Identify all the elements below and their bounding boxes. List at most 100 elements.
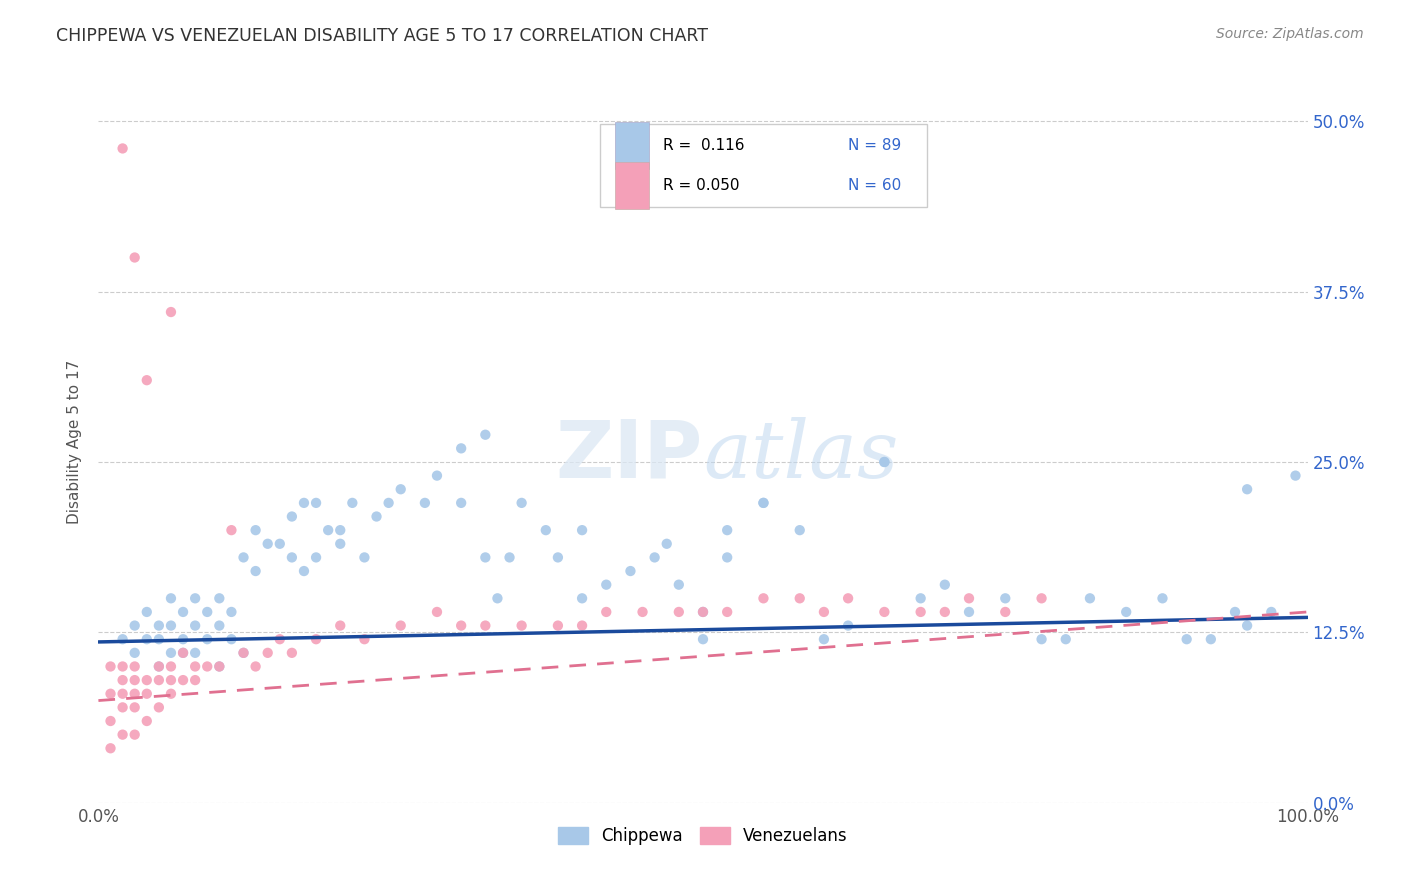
- Text: R = 0.050: R = 0.050: [664, 178, 740, 193]
- Point: [450, 618, 472, 632]
- Point: [426, 605, 449, 619]
- Point: [256, 646, 278, 660]
- Point: [547, 550, 569, 565]
- Text: ZIP: ZIP: [555, 417, 703, 495]
- Point: [837, 618, 859, 632]
- Point: [135, 714, 157, 728]
- Point: [789, 591, 811, 606]
- Point: [474, 618, 496, 632]
- Point: [148, 632, 170, 647]
- Point: [1031, 632, 1053, 647]
- Point: [195, 605, 218, 619]
- Point: [281, 646, 304, 660]
- Text: R =  0.116: R = 0.116: [664, 137, 745, 153]
- Point: [208, 591, 231, 606]
- Point: [245, 523, 267, 537]
- Point: [232, 646, 254, 660]
- Point: [148, 659, 170, 673]
- Point: [292, 564, 315, 578]
- Point: [534, 523, 557, 537]
- Point: [184, 659, 207, 673]
- Point: [789, 523, 811, 537]
- Point: [172, 605, 194, 619]
- Point: [1260, 605, 1282, 619]
- Point: [752, 591, 775, 606]
- Point: [124, 673, 146, 687]
- Point: [837, 591, 859, 606]
- Point: [934, 577, 956, 591]
- Point: [232, 646, 254, 660]
- Point: [100, 687, 122, 701]
- Point: [148, 673, 170, 687]
- Y-axis label: Disability Age 5 to 17: Disability Age 5 to 17: [67, 359, 83, 524]
- Point: [135, 373, 157, 387]
- Point: [124, 646, 146, 660]
- Point: [486, 591, 509, 606]
- Point: [644, 550, 666, 565]
- Point: [124, 618, 146, 632]
- Point: [292, 496, 315, 510]
- Point: [184, 618, 207, 632]
- Point: [172, 632, 194, 647]
- Point: [413, 496, 436, 510]
- Point: [100, 714, 122, 728]
- Point: [377, 496, 399, 510]
- Point: [184, 591, 207, 606]
- Point: [353, 550, 375, 565]
- Point: [910, 605, 932, 619]
- Point: [692, 632, 714, 647]
- Point: [135, 605, 157, 619]
- Point: [135, 687, 157, 701]
- Point: [195, 632, 218, 647]
- Point: [160, 673, 183, 687]
- Point: [100, 659, 122, 673]
- Point: [172, 673, 194, 687]
- Point: [498, 550, 520, 565]
- Point: [172, 646, 194, 660]
- Point: [631, 605, 654, 619]
- Point: [135, 632, 157, 647]
- Point: [281, 509, 304, 524]
- Point: [1078, 591, 1101, 606]
- Point: [957, 605, 980, 619]
- Point: [474, 427, 496, 442]
- Point: [813, 605, 835, 619]
- Point: [160, 591, 183, 606]
- Point: [329, 523, 352, 537]
- Point: [571, 591, 593, 606]
- Point: [111, 728, 134, 742]
- Point: [450, 442, 472, 456]
- Point: [329, 618, 352, 632]
- Point: [342, 496, 364, 510]
- Point: [221, 523, 243, 537]
- Text: CHIPPEWA VS VENEZUELAN DISABILITY AGE 5 TO 17 CORRELATION CHART: CHIPPEWA VS VENEZUELAN DISABILITY AGE 5 …: [56, 27, 709, 45]
- Point: [111, 659, 134, 673]
- Point: [245, 564, 267, 578]
- Point: [426, 468, 449, 483]
- Point: [450, 496, 472, 510]
- FancyBboxPatch shape: [600, 124, 927, 207]
- Point: [160, 687, 183, 701]
- Point: [1236, 618, 1258, 632]
- Point: [910, 591, 932, 606]
- Point: [547, 618, 569, 632]
- Text: atlas: atlas: [703, 417, 898, 495]
- Point: [221, 632, 243, 647]
- Point: [184, 673, 207, 687]
- Point: [668, 577, 690, 591]
- Point: [813, 632, 835, 647]
- Point: [245, 659, 267, 673]
- Point: [668, 605, 690, 619]
- Point: [474, 550, 496, 565]
- Point: [316, 523, 339, 537]
- Point: [160, 305, 183, 319]
- Text: Source: ZipAtlas.com: Source: ZipAtlas.com: [1216, 27, 1364, 41]
- Point: [353, 632, 375, 647]
- Point: [1236, 482, 1258, 496]
- Point: [100, 741, 122, 756]
- Point: [124, 687, 146, 701]
- Point: [208, 659, 231, 673]
- Point: [269, 632, 291, 647]
- Point: [510, 618, 533, 632]
- Point: [1284, 468, 1306, 483]
